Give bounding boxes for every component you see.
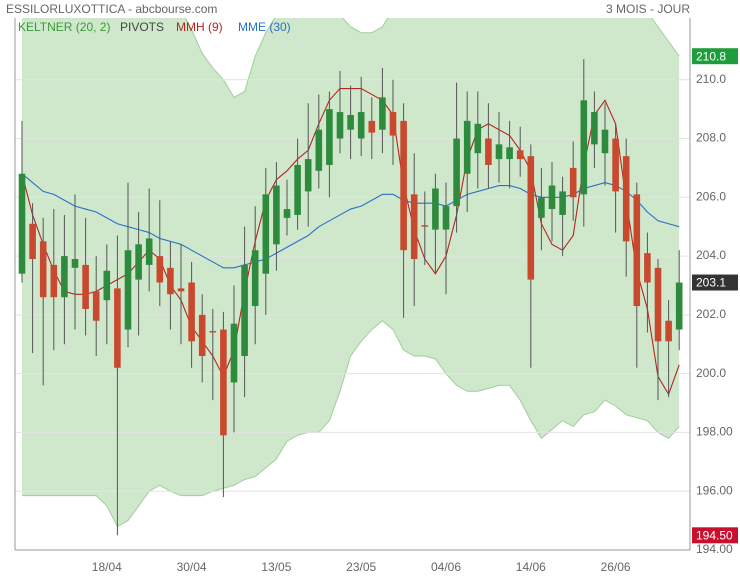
legend-entry: MMH (9) <box>176 20 223 34</box>
y-tick-label: 208.0 <box>696 131 726 145</box>
candle-body <box>516 150 524 160</box>
candle-body <box>273 185 280 245</box>
candle-body <box>580 100 588 195</box>
price-tag-label: 203.1 <box>696 276 726 290</box>
candle-body <box>347 114 354 130</box>
y-tick-label: 194.00 <box>696 542 733 556</box>
candle-body <box>198 314 206 357</box>
candle-body <box>145 238 153 265</box>
x-tick-label: 23/05 <box>346 560 376 574</box>
candle-body <box>50 264 58 298</box>
candle-body <box>379 97 386 130</box>
price-tag <box>692 48 738 65</box>
period: 3 MOIS - JOUR <box>606 2 690 16</box>
candle-body <box>538 197 545 218</box>
x-tick-label: 26/06 <box>601 560 631 574</box>
legend-entry: MME (30) <box>238 20 291 34</box>
candle-body <box>495 144 503 160</box>
candle-body <box>527 156 535 280</box>
candle-body <box>61 256 68 298</box>
x-tick-label: 04/06 <box>431 560 461 574</box>
candle-body <box>675 282 683 330</box>
candle-body <box>103 270 111 301</box>
chart-title: ESSILORLUXOTTICA - abcbourse.com <box>6 2 217 16</box>
y-tick-label: 196.00 <box>696 483 733 497</box>
candle-body <box>389 112 397 136</box>
candle-body <box>442 206 450 230</box>
candle-body <box>29 223 36 260</box>
candle-body <box>506 147 513 160</box>
keltner-lower <box>22 320 680 528</box>
candle-body <box>135 244 142 280</box>
candle-body <box>167 267 174 295</box>
candle-body <box>283 209 291 218</box>
candle-body <box>665 320 672 342</box>
candle-body <box>18 173 26 274</box>
indicator-line <box>21 173 680 269</box>
candle-body <box>601 129 609 154</box>
candle-body <box>315 129 323 171</box>
y-tick-label: 202.0 <box>696 307 726 321</box>
candle-body <box>559 191 566 215</box>
x-tick-label: 14/06 <box>516 560 546 574</box>
candle-body <box>654 267 662 342</box>
candle-body <box>220 329 227 436</box>
y-tick-label: 204.0 <box>696 248 726 262</box>
candle-body <box>114 288 121 368</box>
candle-body <box>463 120 471 174</box>
keltner-fill <box>22 18 680 527</box>
candle-body <box>548 185 556 210</box>
candle-layer <box>18 59 683 536</box>
candle-body <box>485 138 492 165</box>
label-layer: 194.00 196.00 198.00 200.0 202.0 204.0 206.0 20… <box>18 20 738 574</box>
y-tick-label: 200.0 <box>696 366 726 380</box>
candle-body <box>432 188 439 230</box>
price-tag-label: 194.50 <box>696 528 733 542</box>
candle-body <box>124 250 132 330</box>
price-tag <box>692 274 738 291</box>
y-tick-label: 206.0 <box>696 189 726 203</box>
price-tag <box>692 527 738 544</box>
candle-body <box>474 123 482 154</box>
candle-body <box>591 112 598 145</box>
candle-body <box>304 159 312 192</box>
candle-body <box>39 241 47 298</box>
candle-body <box>400 120 407 251</box>
candle-body <box>336 112 344 139</box>
candle-body <box>633 194 641 307</box>
candle-body <box>92 291 100 321</box>
x-tick-label: 18/04 <box>92 560 122 574</box>
keltner-upper <box>184 18 680 99</box>
candle-body <box>326 109 333 165</box>
legend-entry: PIVOTS <box>120 20 164 34</box>
candle-body <box>230 323 238 383</box>
candle-body <box>368 120 376 133</box>
candle-body <box>612 138 619 192</box>
candle-body <box>421 225 429 227</box>
candle-body <box>177 288 185 292</box>
candle-body <box>453 138 460 207</box>
band-layer <box>22 18 680 528</box>
candle-body <box>294 164 301 215</box>
candle-body <box>241 264 248 357</box>
candle-body <box>71 259 79 268</box>
y-tick-label: 198.00 <box>696 425 733 439</box>
candle-body <box>622 156 630 242</box>
candle-body <box>410 194 418 260</box>
x-tick-label: 30/04 <box>177 560 207 574</box>
candle-body <box>644 253 651 283</box>
candle-body <box>188 282 195 342</box>
candle-body <box>251 250 259 307</box>
legend-entry: KELTNER (20, 2) <box>18 20 110 34</box>
y-tick-label: 210.0 <box>696 72 726 86</box>
x-tick-label: 13/05 <box>261 560 291 574</box>
candle-body <box>569 167 577 198</box>
candle-body <box>262 194 270 274</box>
candle-body <box>156 256 164 283</box>
candle-body <box>357 112 365 139</box>
candle-body <box>82 264 89 309</box>
candle-body <box>209 331 217 333</box>
price-tag-label: 210.8 <box>696 49 726 63</box>
